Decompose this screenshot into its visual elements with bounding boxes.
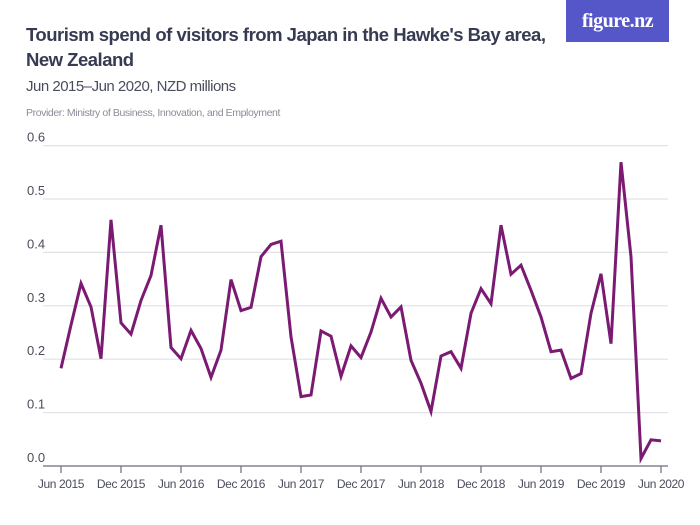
figure-nz-logo[interactable]: figure.nz	[566, 0, 669, 42]
chart-subtitle: Jun 2015–Jun 2020, NZD millions	[26, 78, 236, 95]
y-tick-label: 0.6	[27, 130, 45, 145]
x-tick-label: Dec 2015	[97, 477, 146, 491]
y-tick-label: 0.0	[27, 450, 45, 465]
x-tick-label: Dec 2018	[457, 477, 506, 491]
x-tick-label: Jun 2015	[38, 477, 85, 491]
x-tick-label: Dec 2019	[577, 477, 626, 491]
y-tick-label: 0.2	[27, 343, 45, 358]
x-tick-label: Dec 2016	[217, 477, 266, 491]
x-tick-label: Jun 2017	[278, 477, 325, 491]
x-tick-label: Jun 2016	[158, 477, 205, 491]
x-tick-label: Jun 2018	[398, 477, 445, 491]
y-tick-label: 0.3	[27, 290, 45, 305]
data-series-line	[59, 162, 662, 464]
x-tick-label: Jun 2019	[518, 477, 565, 491]
provider-note: Provider: Ministry of Business, Innovati…	[26, 107, 281, 119]
y-tick-label: 0.5	[27, 183, 45, 198]
y-tick-label: 0.1	[27, 397, 45, 412]
x-tick-label: Jun 2020	[638, 477, 685, 491]
y-tick-label: 0.4	[27, 236, 45, 251]
x-tick-label: Dec 2017	[337, 477, 386, 491]
chart-title: Tourism spend of visitors from Japan in …	[26, 24, 546, 70]
